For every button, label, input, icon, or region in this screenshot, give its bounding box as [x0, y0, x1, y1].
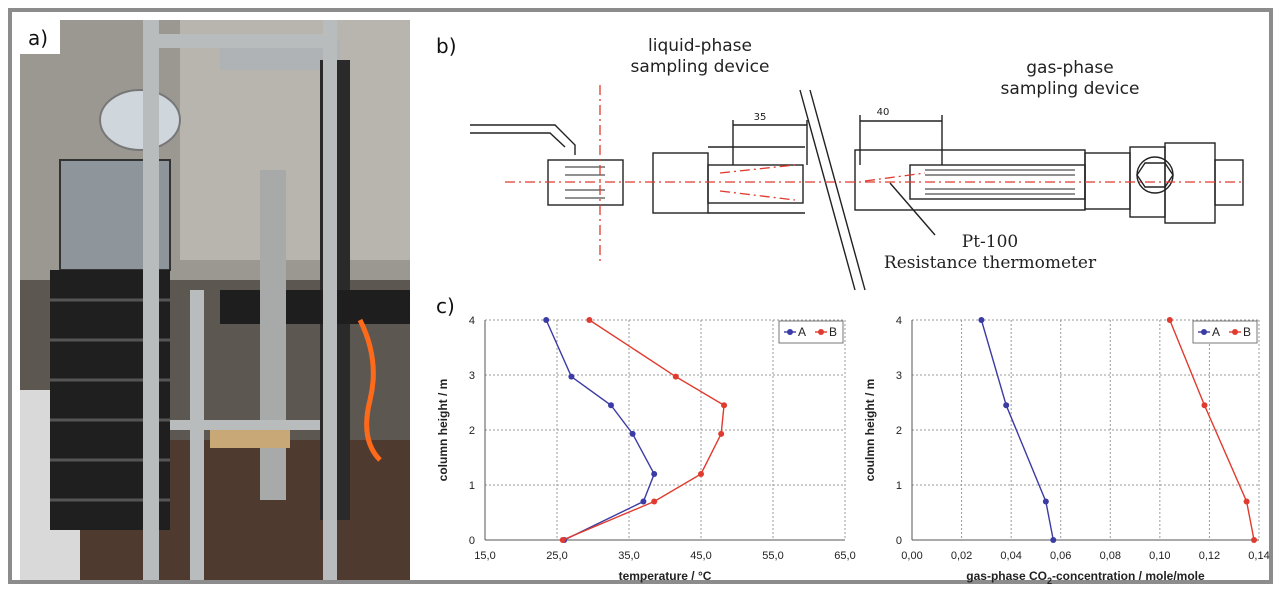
chart1-series-A-point: [629, 430, 636, 437]
chart1-x-tick-label: 45,0: [690, 550, 711, 562]
chart1-series-A-point: [608, 402, 614, 409]
chart2-series-A-point: [1042, 498, 1049, 505]
chart2-y-tick-label: 3: [896, 370, 902, 382]
chart2-y-tick-label: 1: [896, 480, 902, 492]
chart2-series-B-point: [1243, 498, 1250, 505]
gas-phase-caption: gas-phase sampling device: [995, 58, 1145, 100]
chart1-series-B-point: [672, 373, 679, 380]
chart1-series-B-point: [651, 498, 658, 505]
chart2-y-tick-label: 0: [896, 535, 902, 547]
liquid-caption-line2: sampling device: [630, 57, 770, 77]
chart1-x-axis-label: temperature / °C: [619, 569, 712, 583]
chart1-series-A-point: [651, 471, 658, 477]
chart1-legend: [778, 320, 844, 344]
chart2-legend-label: A: [1212, 325, 1220, 339]
chart2-legend-label: B: [1243, 325, 1251, 339]
chart2-x-tick-label: 0,14: [1248, 550, 1269, 562]
chart2-legend: [1192, 320, 1258, 344]
sampling-device-schematic: 35 40: [470, 85, 1245, 291]
gas-caption-line2: sampling device: [1000, 79, 1140, 99]
chart2-x-tick-label: 0,10: [1149, 550, 1170, 562]
chart1-series-B-point: [721, 402, 728, 409]
chart1-y-tick-label: 4: [469, 315, 475, 327]
chart1-x-tick-label: 65,0: [834, 550, 855, 562]
chart2-x-tick-label: 0,04: [1000, 550, 1021, 562]
chart1-x-tick-label: 25,0: [546, 550, 567, 562]
chart1-y-tick-label: 1: [469, 480, 475, 492]
chart2-y-tick-label: 4: [896, 315, 902, 327]
liquid-phase-caption: liquid-phase sampling device: [625, 36, 775, 78]
chart2-legend-swatch-marker: [1232, 329, 1238, 335]
liquid-caption-line1: liquid-phase: [648, 36, 752, 56]
panel-a-label: a): [20, 20, 61, 54]
chart1-y-axis-label: column height / m: [436, 379, 450, 482]
temperature-profile-chart: 15,0 25,0 35,0 45,0 55,0 65,0 0 1 2 3 4 temperature…: [436, 315, 856, 583]
chart2-x-tick-label: 0,00: [901, 550, 922, 562]
chart1-series-B-point: [718, 430, 725, 437]
chart2-y-tick-label: 2: [896, 425, 902, 437]
chart1-legend-label: B: [829, 325, 837, 339]
column-photo-illustration: [20, 20, 410, 580]
panel-c-label: c): [436, 294, 455, 318]
chart1-y-tick-label: 2: [469, 425, 475, 437]
dimension-40-label: 40: [877, 107, 890, 118]
dimension-35-label: 35: [754, 112, 767, 123]
chart2-series-A-point: [978, 317, 985, 323]
chart2-x-tick-label: 0,06: [1050, 550, 1071, 562]
chart1-x-tick-label: 15,0: [474, 550, 495, 562]
chart1-series-A-point: [568, 373, 575, 380]
chart2-series-A-point: [1050, 537, 1057, 543]
chart2-series-A-point: [1003, 402, 1010, 409]
chart1-legend-label: A: [798, 325, 806, 339]
co2-concentration-profile-chart: 0,00 0,02 0,04 0,06 0,08 0,10 0,12 0,14 0 1 2 3 4 gas…: [863, 315, 1270, 586]
chart2-x-axis-label: gas-phase CO2-concentration / mole/mole: [966, 569, 1205, 586]
chart1-x-tick-label: 35,0: [618, 550, 639, 562]
chart1-y-tick-label: 3: [469, 370, 475, 382]
chart1-series-B-point: [698, 471, 704, 477]
chart2-series-A-line: [980, 319, 1054, 541]
chart2-y-axis-label: coulmn height / m: [863, 379, 877, 482]
chart2-x-tick-label: 0,12: [1199, 550, 1220, 562]
chart2-legend-swatch-marker: [1201, 329, 1207, 335]
chart1-series-A-point: [640, 498, 647, 505]
thermometer-caption: Pt-100 Resistance thermometer: [870, 232, 1110, 274]
thermometer-line1: Pt-100: [961, 232, 1019, 252]
gas-caption-line1: gas-phase: [1026, 58, 1114, 78]
column-photo: a): [20, 20, 410, 580]
chart2-series-B-point: [1166, 317, 1173, 323]
panel-b-label: b): [436, 34, 457, 58]
chart1-series-A-point: [543, 317, 550, 323]
chart1-series-B-point: [586, 317, 593, 323]
chart2-series-B-point: [1201, 402, 1208, 409]
thermometer-line2: Resistance thermometer: [883, 253, 1097, 273]
chart2-x-tick-label: 0,08: [1100, 550, 1121, 562]
chart2-series-B-point: [1251, 537, 1258, 543]
chart1-legend-swatch-marker: [818, 329, 824, 335]
chart2-x-tick-label: 0,02: [951, 550, 972, 562]
chart1-x-tick-label: 55,0: [762, 550, 783, 562]
chart1-legend-swatch-marker: [787, 329, 793, 335]
chart1-series-B-point: [559, 537, 566, 543]
chart2-series-B-line: [1169, 319, 1255, 541]
chart1-y-tick-label: 0: [469, 535, 475, 547]
